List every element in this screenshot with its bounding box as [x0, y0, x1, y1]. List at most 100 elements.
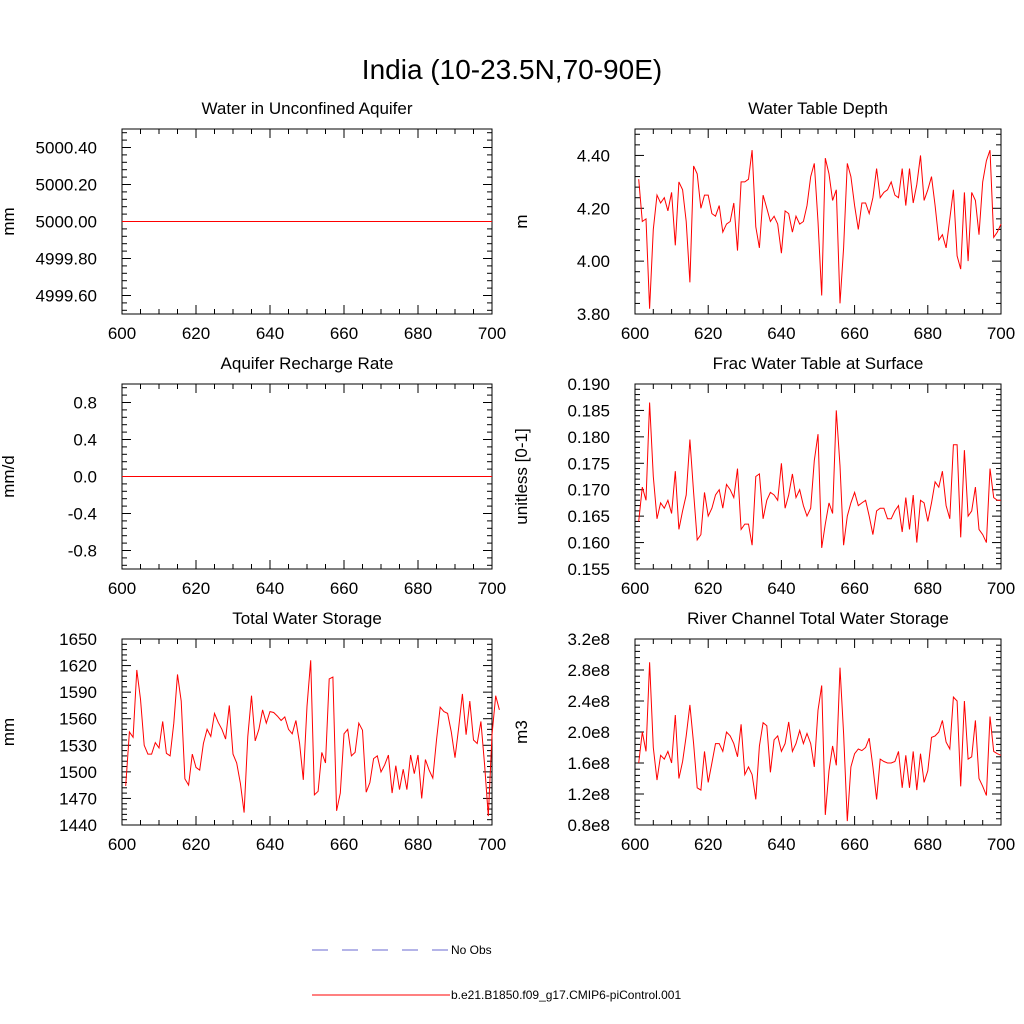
panel-title: Water in Unconfined Aquifer: [201, 99, 412, 118]
panel-3: Aquifer Recharge Rate mm/d 600 620 640 660 680…: [0, 354, 506, 598]
y-tick-label: 3.80: [577, 305, 610, 324]
y-tick-label: 0.165: [567, 507, 610, 526]
panel-2: Water Table Depth m 600 620 640 660 680 700 3.80…: [512, 99, 1015, 343]
x-tick-label: 660: [840, 835, 868, 854]
x-tick-label: 700: [478, 324, 506, 343]
y-tick-label: 4.00: [577, 252, 610, 271]
x-tick-label: 700: [478, 835, 506, 854]
y-tick-label: 0.175: [567, 454, 610, 473]
y-tick-label: 0.190: [567, 375, 610, 394]
series-line: [125, 660, 500, 817]
y-tick-label: 1.6e8: [567, 754, 610, 773]
x-tick-label: 700: [987, 579, 1015, 598]
y-tick-label: 1560: [59, 710, 97, 729]
x-tick-label: 620: [694, 324, 722, 343]
x-tick-label: 620: [182, 835, 210, 854]
x-tick-label: 700: [478, 579, 506, 598]
panel-title: Aquifer Recharge Rate: [221, 354, 394, 373]
x-tick-label: 640: [767, 579, 795, 598]
y-tick-label: 0.0: [73, 468, 97, 487]
y-tick-label: -0.8: [68, 542, 97, 561]
x-tick-label: 640: [767, 324, 795, 343]
y-tick-label: 2.4e8: [567, 692, 610, 711]
y-tick-label: 4.40: [577, 146, 610, 165]
y-axis-label: mm: [0, 207, 18, 235]
chart-panels: Water in Unconfined Aquifer mm 600 620 640 66…: [0, 99, 1015, 854]
panel-5: Total Water Storage mm 600 620 640 660 680 700 1…: [0, 609, 506, 854]
x-tick-label: 700: [987, 835, 1015, 854]
x-tick-label: 680: [404, 835, 432, 854]
y-tick-label: 0.160: [567, 534, 610, 553]
y-tick-label: 2.8e8: [567, 661, 610, 680]
x-tick-label: 680: [914, 579, 942, 598]
y-tick-label: 1.2e8: [567, 785, 610, 804]
panel-6: River Channel Total Water Storage m3 600 62…: [512, 609, 1015, 854]
y-tick-label: 1650: [59, 630, 97, 649]
y-tick-label: 1500: [59, 763, 97, 782]
legend: No Obs b.e21.B1850.f09_g17.CMIP6-piContr…: [312, 943, 681, 1002]
x-tick-label: 600: [108, 835, 136, 854]
x-tick-label: 680: [914, 835, 942, 854]
y-tick-label: 4999.80: [36, 250, 97, 269]
y-tick-label: 3.2e8: [567, 630, 610, 649]
x-tick-label: 600: [621, 835, 649, 854]
x-tick-label: 620: [182, 324, 210, 343]
y-axis-label: unitless [0-1]: [512, 428, 531, 524]
x-tick-label: 640: [767, 835, 795, 854]
legend-label-obs: No Obs: [451, 943, 492, 957]
x-tick-label: 620: [182, 579, 210, 598]
panel-title: River Channel Total Water Storage: [687, 609, 949, 628]
y-tick-label: -0.4: [68, 505, 97, 524]
y-tick-label: 1440: [59, 816, 97, 835]
x-tick-label: 600: [621, 579, 649, 598]
y-tick-label: 0.180: [567, 428, 610, 447]
y-tick-label: 0.8e8: [567, 816, 610, 835]
x-tick-label: 660: [840, 324, 868, 343]
x-tick-label: 660: [330, 324, 358, 343]
y-tick-label: 0.185: [567, 401, 610, 420]
legend-label-model: b.e21.B1850.f09_g17.CMIP6-piControl.001: [451, 988, 681, 1002]
panel-title: Frac Water Table at Surface: [713, 354, 924, 373]
y-tick-label: 5000.40: [36, 139, 97, 158]
x-tick-label: 660: [840, 579, 868, 598]
x-tick-label: 700: [987, 324, 1015, 343]
plot-frame: [634, 638, 1002, 826]
y-tick-label: 5000.00: [36, 213, 97, 232]
x-tick-label: 620: [694, 579, 722, 598]
y-tick-label: 0.155: [567, 560, 610, 579]
series-line: [638, 402, 1001, 548]
x-tick-label: 600: [108, 579, 136, 598]
series-line: [638, 662, 1002, 822]
y-axis-label: mm: [0, 718, 18, 746]
y-tick-label: 0.4: [73, 431, 97, 450]
plot-frame: [634, 383, 1002, 570]
y-tick-label: 1470: [59, 789, 97, 808]
y-tick-label: 1530: [59, 736, 97, 755]
series-line: [638, 149, 1002, 309]
panel-4: Frac Water Table at Surface unitless [0-1…: [512, 354, 1015, 598]
x-tick-label: 680: [914, 324, 942, 343]
x-tick-label: 680: [404, 324, 432, 343]
y-tick-label: 0.8: [73, 394, 97, 413]
x-tick-label: 600: [621, 324, 649, 343]
x-tick-label: 620: [694, 835, 722, 854]
main-title: India (10-23.5N,70-90E): [362, 54, 662, 85]
x-tick-label: 660: [330, 835, 358, 854]
y-tick-label: 4.20: [577, 199, 610, 218]
y-axis-label: m: [512, 214, 531, 228]
y-tick-label: 0.170: [567, 481, 610, 500]
y-tick-label: 1590: [59, 683, 97, 702]
x-tick-label: 640: [256, 835, 284, 854]
panel-title: Total Water Storage: [232, 609, 382, 628]
y-tick-label: 2.0e8: [567, 723, 610, 742]
y-axis-label: mm/d: [0, 455, 18, 498]
y-tick-label: 1620: [59, 657, 97, 676]
x-tick-label: 640: [256, 579, 284, 598]
x-tick-label: 680: [404, 579, 432, 598]
x-tick-label: 640: [256, 324, 284, 343]
x-tick-label: 660: [330, 579, 358, 598]
y-tick-label: 5000.20: [36, 176, 97, 195]
plot-frame: [121, 638, 493, 826]
x-tick-label: 600: [108, 324, 136, 343]
